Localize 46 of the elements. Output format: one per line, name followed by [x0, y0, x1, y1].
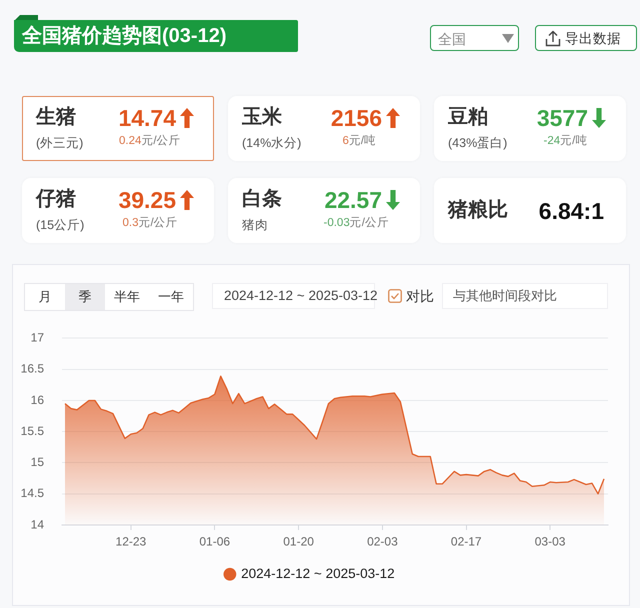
y-tick-label: 15: [30, 455, 44, 470]
x-tick-label: 01-06: [199, 534, 230, 549]
text: (外三元): [36, 135, 84, 151]
y-tick-label: 16.5: [20, 362, 44, 376]
text: 全国猪价趋势图(03-12): [22, 24, 226, 49]
text: 月: [38, 289, 52, 305]
data-label: 3577: [536, 104, 588, 132]
data-label: 0.24元/公斤: [119, 135, 181, 147]
x-tick-label: 02-03: [367, 534, 398, 549]
text: (43%蛋白): [448, 135, 508, 151]
data-label: 6.84:1: [538, 197, 604, 225]
category-label: 仔猪: [36, 187, 76, 212]
text: 季: [78, 289, 92, 305]
category-label: 白条: [242, 187, 282, 212]
text: 猪肉: [242, 217, 268, 233]
text: 对比: [406, 287, 434, 305]
y-tick-label: 16: [30, 392, 44, 407]
category-label: 玉米: [242, 105, 282, 130]
y-tick-label: 17: [30, 330, 44, 345]
category-label: 猪粮比: [448, 198, 508, 223]
y-tick-label: 15.5: [20, 424, 44, 438]
y-tick-label: 14.5: [20, 486, 44, 500]
text: (15公斤): [36, 217, 84, 233]
data-label: 0.3元/公斤: [122, 217, 178, 229]
data-label: 2156: [330, 104, 382, 132]
legend-label: 2024-12-12 ~ 2025-03-12: [241, 566, 395, 581]
data-label: -0.03元/公斤: [324, 217, 389, 229]
text: 全国: [438, 30, 466, 49]
data-label: 22.57: [324, 186, 382, 214]
x-tick-label: 03-03: [534, 534, 566, 549]
x-tick-label: 12-23: [116, 534, 147, 549]
text: (14%水分): [242, 135, 302, 151]
data-label: 14.74: [118, 104, 176, 132]
text: 一年: [158, 289, 184, 305]
text: 与其他时间段对比: [453, 288, 557, 304]
y-tick-label: 14: [30, 517, 44, 532]
data-label: 39.25: [118, 186, 176, 214]
data-label: 6元/吨: [342, 135, 376, 147]
x-tick-label: 01-20: [283, 534, 314, 549]
text: 导出数据: [565, 30, 621, 48]
text: 半年: [114, 289, 140, 305]
category-label: 生猪: [36, 105, 76, 130]
category-label: 豆粕: [448, 105, 488, 130]
text: 2024-12-12 ~ 2025-03-12: [224, 288, 378, 304]
x-tick-label: 02-17: [450, 534, 482, 549]
data-label: -24元/吨: [544, 135, 588, 147]
